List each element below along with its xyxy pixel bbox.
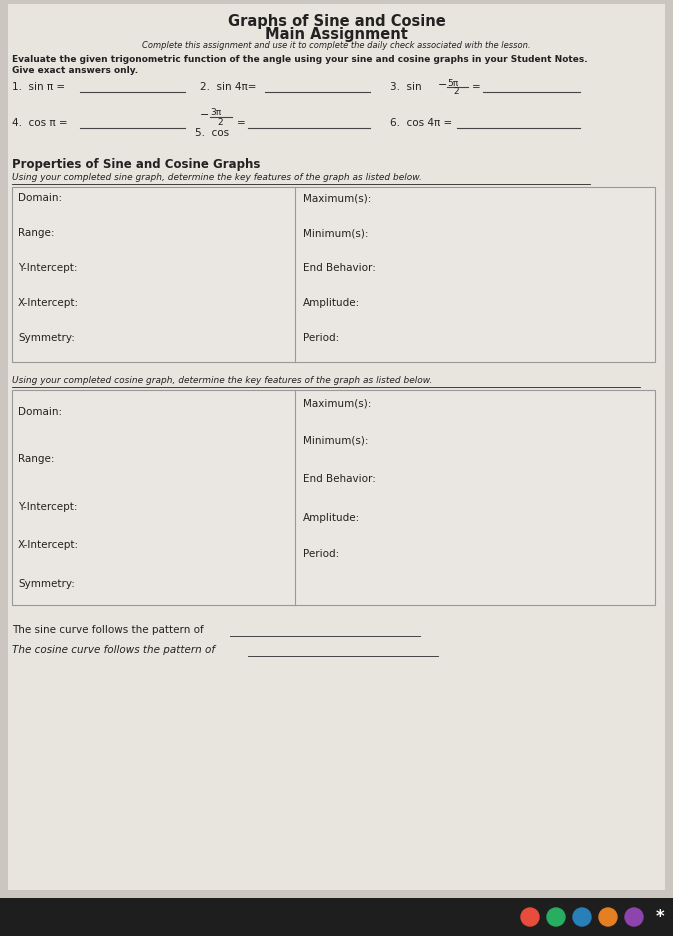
Text: Give exact answers only.: Give exact answers only. [12, 66, 138, 75]
Text: Y-Intercept:: Y-Intercept: [18, 263, 77, 273]
Text: The sine curve follows the pattern of: The sine curve follows the pattern of [12, 625, 204, 635]
Text: 4.  cos π =: 4. cos π = [12, 118, 67, 128]
Text: Symmetry:: Symmetry: [18, 333, 75, 344]
Text: 1.  sin π =: 1. sin π = [12, 82, 65, 92]
Text: =: = [472, 82, 481, 92]
Bar [12, 390, 655, 605]
Text: Main Assignment: Main Assignment [265, 27, 408, 42]
Text: 5.  cos: 5. cos [195, 128, 229, 138]
Text: Maximum(s):: Maximum(s): [303, 399, 371, 409]
Text: End Behavior:: End Behavior: [303, 263, 376, 273]
Circle shape [521, 908, 539, 926]
Text: Y-Intercept:: Y-Intercept: [18, 502, 77, 512]
Text: Complete this assignment and use it to complete the daily check associated with : Complete this assignment and use it to c… [142, 41, 531, 50]
Text: X-Intercept:: X-Intercept: [18, 299, 79, 308]
Text: 3.  sin: 3. sin [390, 82, 421, 92]
Text: Domain:: Domain: [18, 194, 62, 203]
Text: 3π: 3π [210, 108, 221, 117]
Text: Period:: Period: [303, 333, 339, 344]
Text: 5π: 5π [447, 79, 458, 88]
Circle shape [573, 908, 591, 926]
Text: Symmetry:: Symmetry: [18, 579, 75, 589]
Text: Domain:: Domain: [18, 407, 62, 417]
Text: Minimum(s):: Minimum(s): [303, 435, 369, 446]
Circle shape [625, 908, 643, 926]
Text: The cosine curve follows the pattern of: The cosine curve follows the pattern of [12, 645, 215, 655]
Text: Amplitude:: Amplitude: [303, 513, 360, 522]
Text: 2: 2 [217, 118, 223, 127]
Text: Evaluate the given trigonometric function of the angle using your sine and cosin: Evaluate the given trigonometric functio… [12, 55, 588, 64]
Text: 2.  sin 4π=: 2. sin 4π= [200, 82, 256, 92]
Text: 2: 2 [453, 87, 458, 96]
Text: *: * [656, 908, 664, 926]
Circle shape [599, 908, 617, 926]
Text: Graphs of Sine and Cosine: Graphs of Sine and Cosine [227, 14, 446, 29]
Text: X-Intercept:: X-Intercept: [18, 540, 79, 550]
Text: Maximum(s):: Maximum(s): [303, 194, 371, 203]
Text: Minimum(s):: Minimum(s): [303, 228, 369, 239]
Bar [12, 187, 655, 362]
Text: Range:: Range: [18, 228, 55, 239]
Text: −: − [438, 80, 448, 90]
Text: Period:: Period: [303, 549, 339, 559]
Text: =: = [237, 118, 246, 128]
Text: Using your completed cosine graph, determine the key features of the graph as li: Using your completed cosine graph, deter… [12, 376, 432, 385]
Text: Properties of Sine and Cosine Graphs: Properties of Sine and Cosine Graphs [12, 158, 260, 171]
Circle shape [547, 908, 565, 926]
Text: −: − [200, 110, 209, 120]
Text: End Behavior:: End Behavior: [303, 474, 376, 484]
Text: Range:: Range: [18, 455, 55, 464]
Text: Amplitude:: Amplitude: [303, 299, 360, 308]
Text: Using your completed sine graph, determine the key features of the graph as list: Using your completed sine graph, determi… [12, 173, 422, 182]
Bar [0, 898, 673, 936]
Text: 6.  cos 4π =: 6. cos 4π = [390, 118, 452, 128]
